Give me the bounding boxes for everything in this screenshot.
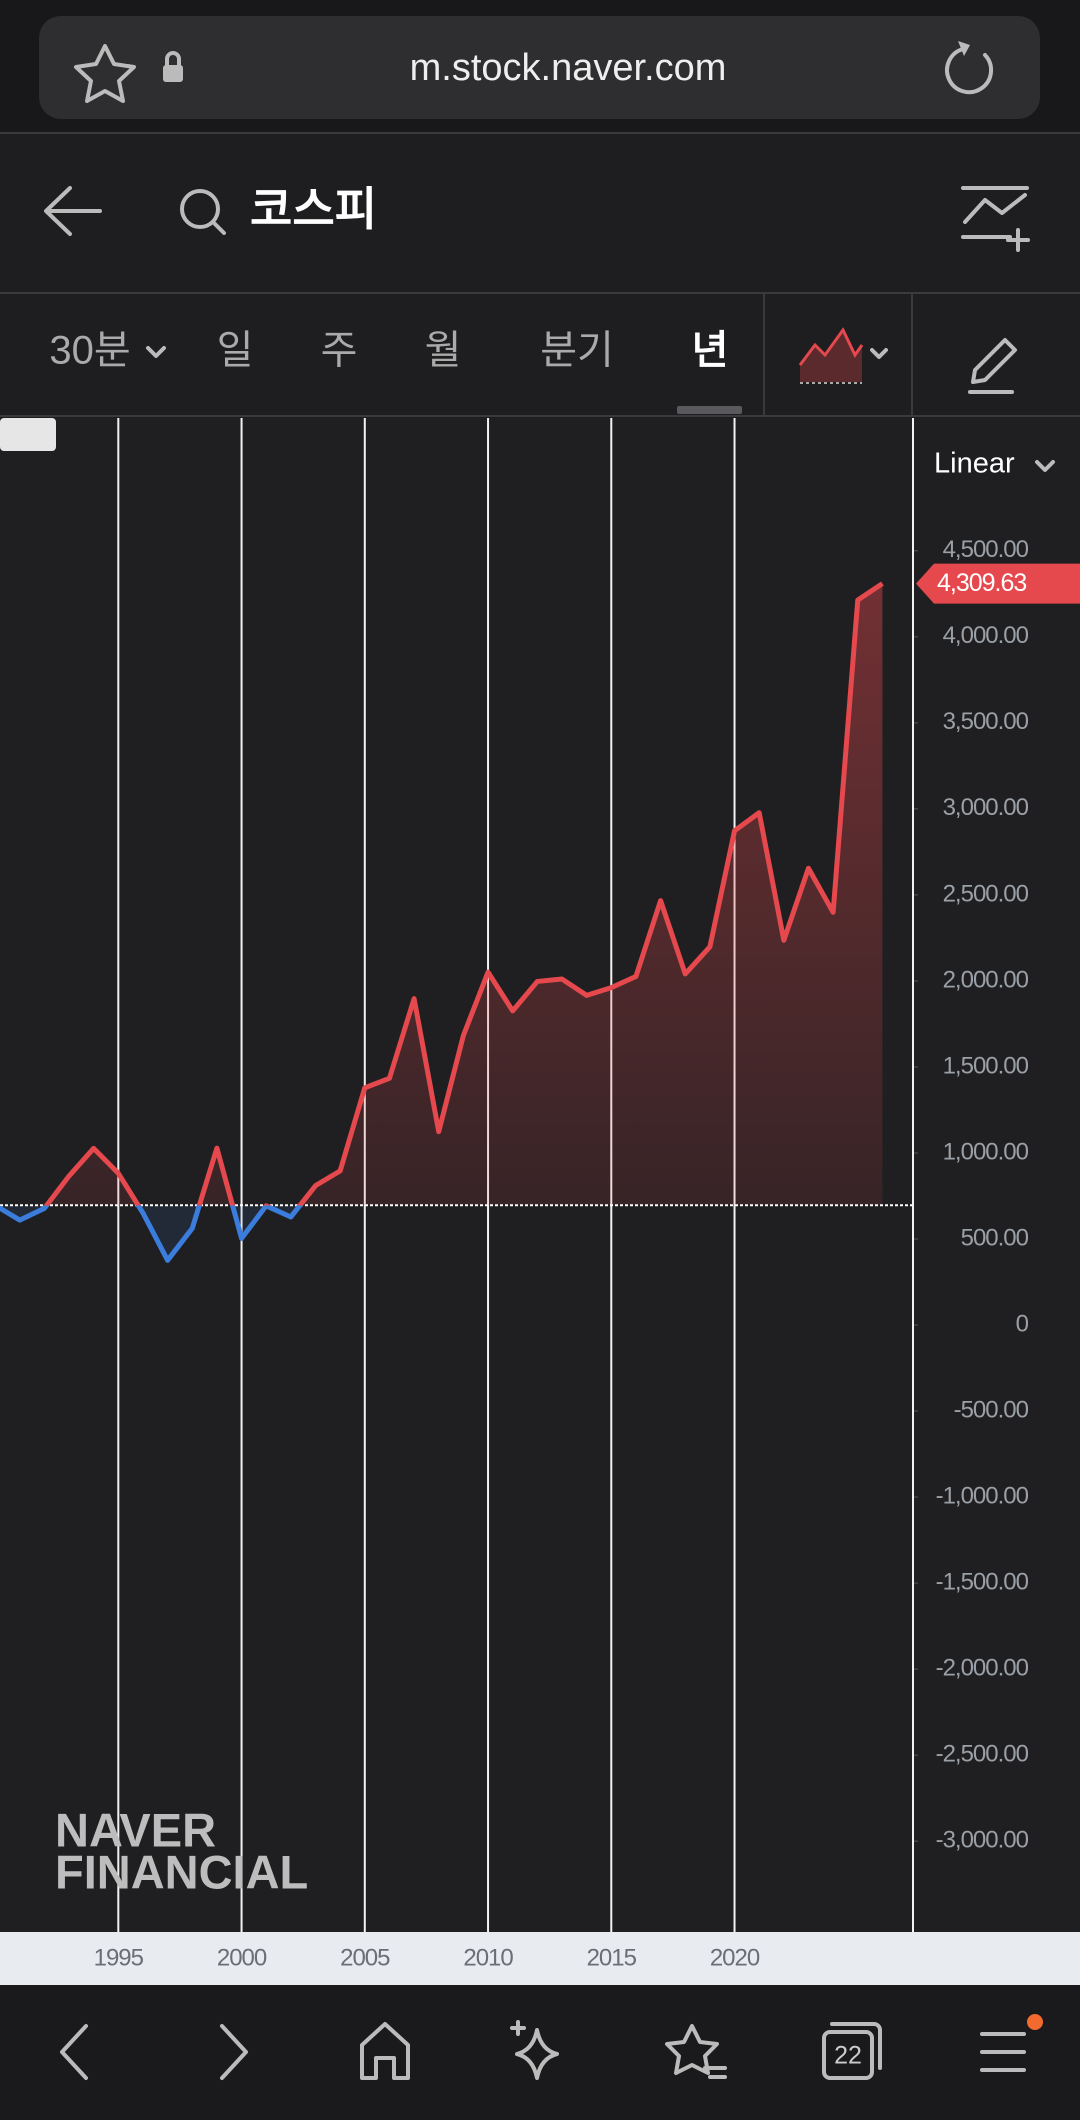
period-tabs: 30분 일 주 월 분기 년 [49,329,728,373]
x-tick-label: 2005 [340,1944,390,1971]
bottom-nav [0,1985,1080,2120]
chart-type-icon-fill [800,330,862,382]
x-tick-label: 1995 [94,1944,144,1971]
period-tab[interactable]: 월 [425,329,462,373]
x-tick-label: 2010 [463,1944,513,1971]
area-fill [0,583,883,1261]
back-button[interactable] [44,186,102,236]
dropdown-chevron [1035,460,1055,472]
nav-home[interactable] [360,2022,410,2080]
nav-forward[interactable] [220,2024,248,2080]
y-tick-label: 1,500.00 [943,1052,1029,1079]
lock-icon [163,65,183,82]
search-icon-handle [211,220,226,235]
y-tick-label: -2,500.00 [936,1740,1029,1767]
chart-badge [0,418,56,451]
chart: 4,500.00 4,000.00 3,500.00 3,000.00 2,500.00… [0,418,1030,1932]
period-tab[interactable]: 주 [321,329,358,373]
dropdown-chevron [146,346,166,358]
period-tab[interactable]: 30분 [49,329,130,373]
nav-ai[interactable] [510,2020,559,2080]
y-tick-label: 4,500.00 [943,536,1029,563]
y-tick-label: -1,500.00 [936,1568,1029,1595]
watermark: NAVER [55,1803,216,1856]
nav-tabs-back [830,2022,882,2070]
scale-selector[interactable]: Linear [934,448,1015,480]
x-tick-label: 2000 [217,1944,267,1971]
tab-count: 22 [834,2042,862,2070]
url-text: m.stock.naver.com [410,47,727,89]
bookmark-icon[interactable] [74,44,136,103]
dropdown-chevron [870,348,888,359]
current-price-tag [916,563,1080,604]
y-tick-label: 4,000.00 [943,622,1029,649]
period-tab[interactable]: 일 [217,329,254,373]
y-tick-label: -3,000.00 [936,1827,1029,1854]
compare-icon[interactable] [961,186,1030,252]
period-tab[interactable]: 년 [692,329,729,373]
y-tick-label: -500.00 [954,1396,1029,1423]
nav-menu[interactable] [980,2032,1026,2072]
y-tick-label: 2,000.00 [943,966,1029,993]
watermark: FINANCIAL [55,1845,308,1898]
x-tick-label: 2015 [587,1944,637,1971]
y-tick-label: 2,500.00 [943,880,1029,907]
lock-shackle [165,51,181,67]
url-bar[interactable] [39,16,1040,119]
x-axis-strip [0,1932,1080,1985]
period-tab[interactable]: 분기 [540,329,614,373]
search-icon[interactable] [180,189,220,229]
search-title[interactable]: 코스피 [250,183,377,235]
current-price-label: 4,309.63 [937,569,1026,597]
y-tick-label: -2,000.00 [936,1654,1029,1681]
y-tick-label: 1,000.00 [943,1138,1029,1165]
chart-type-icon[interactable] [798,327,864,366]
x-tick-label: 2020 [710,1944,760,1971]
y-tick-label: 0 [1016,1310,1029,1337]
y-tick-label: 3,000.00 [943,794,1029,821]
active-tab-indicator [677,406,742,414]
price-line [0,581,884,1263]
y-tick-label: 3,500.00 [943,708,1029,735]
notification-dot [1027,2014,1043,2030]
edit-button[interactable] [968,338,1017,394]
reload-icon[interactable] [945,47,993,95]
nav-back[interactable] [60,2024,88,2080]
reload-arrow [958,41,970,56]
y-tick-label: -1,000.00 [936,1482,1029,1509]
y-tick-label: 500.00 [961,1224,1029,1251]
nav-bookmarks[interactable] [665,2024,727,2079]
nav-tabs[interactable] [822,2030,874,2080]
